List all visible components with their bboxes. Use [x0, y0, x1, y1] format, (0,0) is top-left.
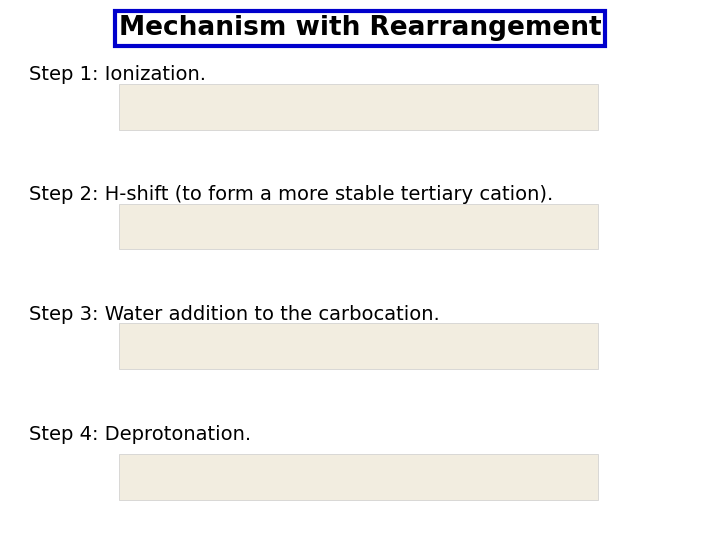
FancyBboxPatch shape — [119, 454, 598, 500]
Text: Step 3: Water addition to the carbocation.: Step 3: Water addition to the carbocatio… — [29, 305, 439, 324]
Text: Step 1: Ionization.: Step 1: Ionization. — [29, 65, 206, 84]
FancyBboxPatch shape — [119, 323, 598, 369]
FancyBboxPatch shape — [119, 84, 598, 130]
FancyBboxPatch shape — [119, 204, 598, 249]
Text: Step 2: H-shift (to form a more stable tertiary cation).: Step 2: H-shift (to form a more stable t… — [29, 185, 553, 204]
Text: Mechanism with Rearrangement: Mechanism with Rearrangement — [119, 15, 601, 42]
FancyBboxPatch shape — [115, 11, 605, 46]
Text: Step 4: Deprotonation.: Step 4: Deprotonation. — [29, 424, 251, 444]
